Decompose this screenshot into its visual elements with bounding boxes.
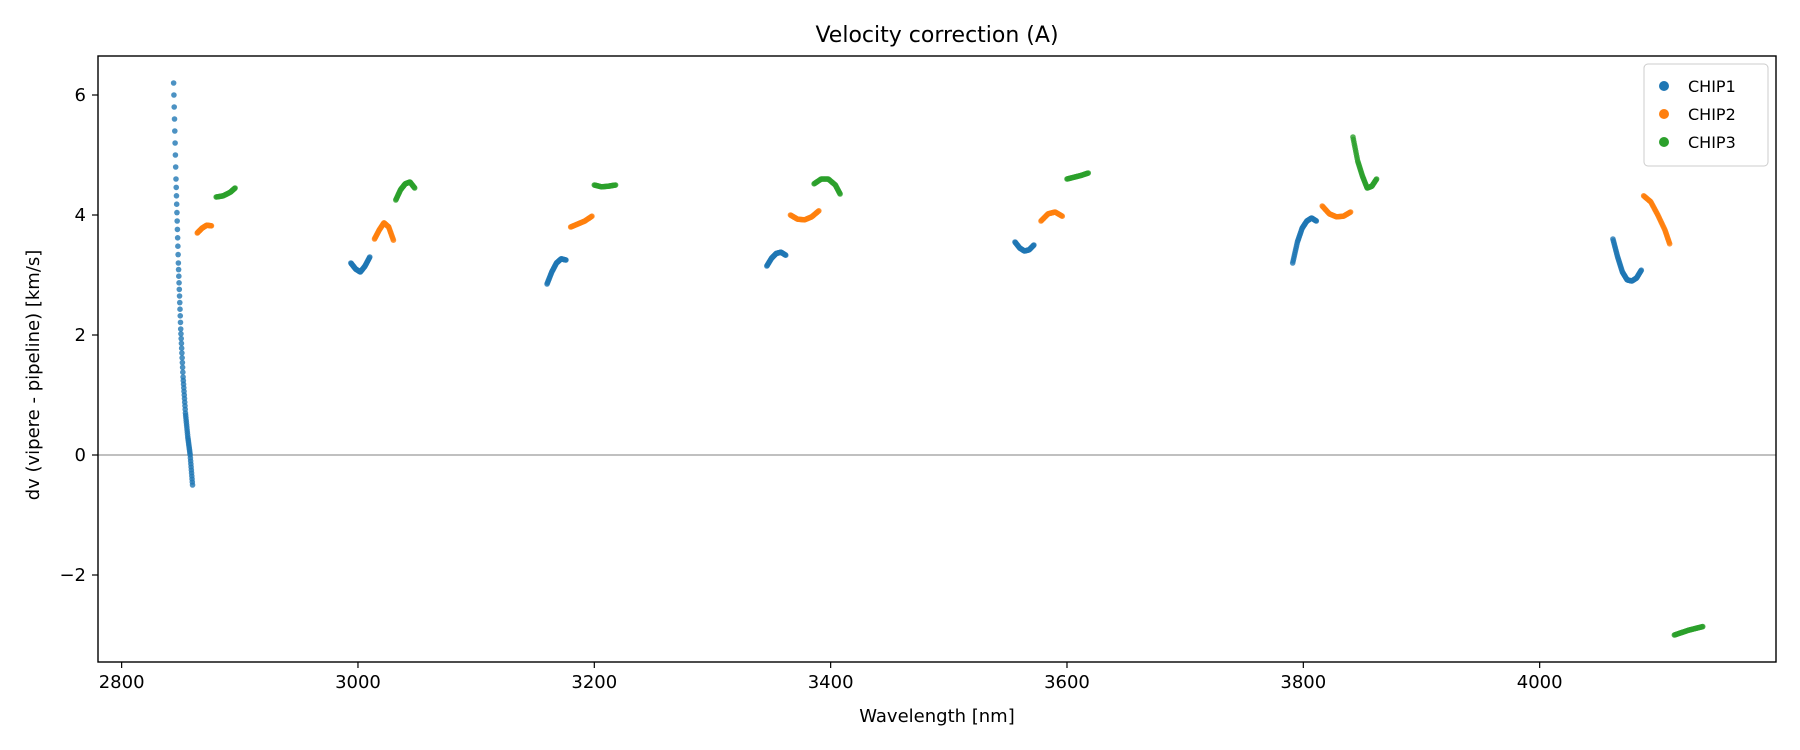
chip1-data-point [173, 201, 180, 207]
chip2-data-point [390, 237, 397, 243]
chip1-data-point [175, 260, 182, 266]
chip1-data-point [180, 369, 186, 376]
legend-marker-chip3 [1659, 137, 1669, 147]
chip1-data-point [176, 286, 183, 293]
y-tick-label: 4 [75, 205, 86, 226]
chart-title: Velocity correction (A) [815, 23, 1058, 48]
chip1-data-point [172, 164, 179, 170]
chip1-data-point [170, 80, 177, 86]
x-tick-label: 3400 [808, 672, 854, 693]
chip1-data-point [173, 193, 180, 199]
y-tick-label: 0 [75, 445, 86, 466]
chip1-data-point [171, 116, 178, 122]
chip1-data-point [171, 104, 178, 110]
chip1-data-point [178, 335, 184, 342]
chip3-data-point [232, 185, 238, 191]
chip3-data-point [612, 182, 619, 188]
chip1-data-point [174, 226, 181, 233]
chip2-data-point [816, 208, 822, 214]
chip2-data-point [1347, 209, 1354, 215]
chip1-data-point [176, 293, 183, 299]
plot-area: 2800 3000 3200 3400 3600 3800 4000 −2 0 2 4 6 [59, 55, 1777, 693]
chip1-data-point [1638, 267, 1645, 274]
chip3-data-point [1373, 176, 1380, 182]
chip1-data-point [175, 243, 181, 249]
legend-label-chip1: CHIP1 [1688, 77, 1736, 96]
legend-marker-chip2 [1659, 109, 1669, 119]
chip1-data-point [189, 482, 196, 488]
y-tick-label: 6 [75, 85, 86, 106]
chip1-data-point [178, 345, 185, 352]
chip1-data-point [177, 306, 183, 313]
chip1-data-point [173, 176, 179, 182]
chip3-data-point [1085, 170, 1092, 176]
chip1-data-point [179, 355, 185, 361]
chip3-data-point [837, 191, 843, 197]
chip1-data-point [366, 254, 373, 260]
x-tick-label: 3600 [1044, 672, 1090, 693]
x-tick-label: 3000 [335, 672, 381, 693]
chip1-data-point [174, 209, 180, 216]
x-axis-label: Wavelength [nm] [859, 706, 1015, 727]
axes-frame [97, 55, 1777, 663]
legend-label-chip2: CHIP2 [1688, 105, 1736, 124]
legend-marker-chip1 [1659, 81, 1669, 91]
chip2-data-point [208, 223, 215, 229]
chip1-data-point [177, 313, 184, 319]
chip1-data-point [175, 266, 182, 273]
chip1-data-point [172, 128, 178, 134]
chip2-data-point [589, 213, 595, 219]
chip1-data-point [178, 331, 184, 337]
y-tick-label: −2 [59, 565, 86, 586]
chip1-data-point [1031, 242, 1037, 248]
chip1-data-point [179, 364, 186, 371]
chip1-data-point [172, 152, 179, 158]
chip1-data-point [176, 299, 183, 306]
legend: CHIP1 CHIP2 CHIP3 [1643, 63, 1769, 167]
chip1-data-point [171, 92, 177, 98]
chip1-data-point [174, 218, 180, 224]
chip1-data-point [174, 235, 181, 241]
chip1-data-point [179, 359, 186, 366]
chip1-data-point [177, 319, 184, 326]
chip2-data-point [1059, 213, 1066, 219]
chip1-data-point [178, 340, 185, 347]
chip3-data-point [1699, 623, 1706, 630]
chip2-data-point [1666, 241, 1673, 247]
chip1-data-point [176, 273, 182, 280]
chip1-data-point [172, 140, 178, 146]
x-tick-label: 4000 [1517, 672, 1563, 693]
chip1-data-point [177, 326, 184, 332]
chip1-data-point [1313, 218, 1320, 224]
chip1-data-point [179, 350, 185, 356]
y-axis-label: dv (vipere - pipeline) [km/s] [23, 250, 44, 501]
x-tick-label: 2800 [99, 672, 145, 693]
x-tick-label: 3200 [571, 672, 617, 693]
chip1-data-point [175, 251, 181, 258]
chip1-data-point [173, 184, 180, 191]
chip1-data-point [782, 252, 789, 258]
x-tick-label: 3800 [1280, 672, 1326, 693]
legend-box [1643, 63, 1769, 167]
chip1-data-point [176, 280, 182, 286]
chip1-data-point [563, 257, 569, 263]
legend-label-chip3: CHIP3 [1688, 133, 1736, 152]
y-tick-label: 2 [75, 325, 86, 346]
chip3-data-point [411, 185, 418, 191]
